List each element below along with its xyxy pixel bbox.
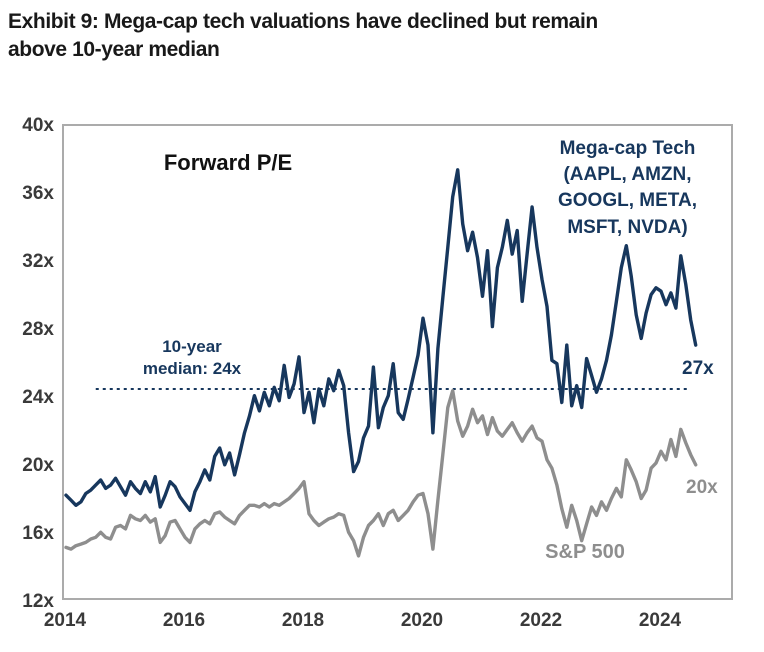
x-tick-label: 2020 (400, 610, 444, 631)
y-tick-label: 20x (22, 455, 54, 476)
y-tick-label: 12x (22, 591, 54, 612)
x-tick-label: 2014 (43, 610, 87, 631)
sp500-series-label: S&P 500 (545, 541, 625, 563)
line-chart (64, 168, 698, 558)
exhibit-title: Exhibit 9: Mega-cap tech valuations have… (8, 10, 598, 62)
mega-cap-tech-line (64, 168, 698, 512)
tech-end-value-label: 27x (682, 358, 714, 379)
y-tick-label: 28x (22, 319, 54, 340)
x-tick-label: 2016 (162, 610, 206, 631)
x-tick-label: 2018 (281, 610, 325, 631)
y-tick-label: 36x (22, 183, 54, 204)
plot-area (62, 124, 733, 600)
sp500-end-value-label: 20x (686, 477, 718, 498)
y-tick-label: 24x (22, 387, 54, 408)
y-tick-label: 32x (22, 251, 54, 272)
x-tick-label: 2024 (638, 610, 682, 631)
sp500-line (64, 389, 698, 558)
median-annotation: 10-year median: 24x (142, 337, 242, 379)
y-tick-label: 16x (22, 523, 54, 544)
y-tick-label: 40x (22, 115, 54, 136)
legend-mega-cap-tech: Mega-cap Tech (AAPL, AMZN, GOOGL, META, … (558, 138, 697, 238)
chart-inner-title: Forward P/E (163, 150, 293, 175)
x-tick-label: 2022 (519, 610, 563, 631)
